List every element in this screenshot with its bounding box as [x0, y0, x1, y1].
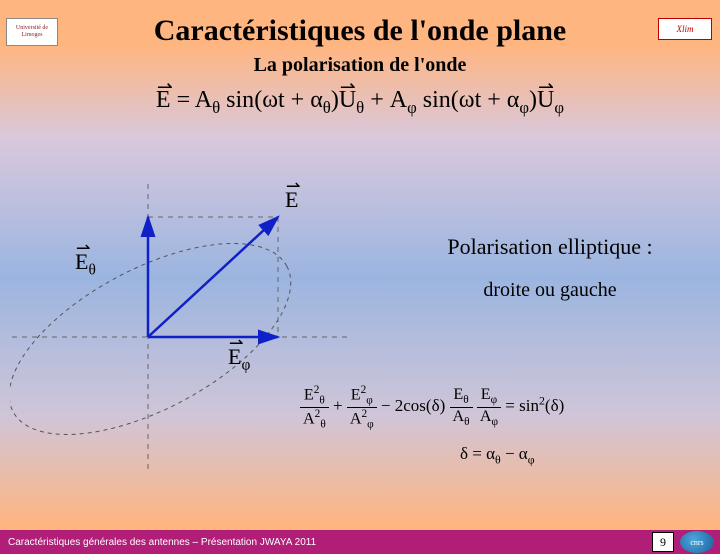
- arg-2: ωt + α: [459, 87, 520, 113]
- sub-theta-2: θ: [323, 98, 331, 117]
- logo-cnrs: cnrs: [680, 531, 714, 553]
- vector-E: E: [156, 87, 171, 114]
- ellipse-equation: E2θA2θ + E2φA2φ − 2cos(δ) EθAθ EφAφ = si…: [300, 384, 564, 430]
- f1n-E: E: [304, 386, 314, 403]
- page-number: 9: [652, 532, 674, 552]
- label-Etheta: Eθ: [75, 249, 96, 279]
- polarization-direction: droite ou gauche: [400, 279, 700, 302]
- slide-title: Caractéristiques de l'onde plane: [0, 14, 720, 48]
- frac-1: E2θA2θ: [300, 384, 329, 430]
- vector-E-arrow: [148, 217, 278, 337]
- diagram-svg: [10, 179, 370, 479]
- f4d-A: A: [480, 408, 492, 425]
- logo-xlim: Xlim: [658, 18, 712, 40]
- sub-phi-2: φ: [519, 98, 529, 117]
- label-Etheta-E: E: [75, 249, 88, 275]
- f2n-ph: φ: [366, 395, 373, 407]
- sin-2: sin: [417, 87, 451, 113]
- label-Ephi-sub: φ: [241, 356, 250, 373]
- footer-bar: Caractéristiques générales des antennes …: [0, 530, 720, 554]
- eq-prefix: = A: [171, 87, 213, 113]
- sub-theta-3: θ: [356, 98, 364, 117]
- f2d-A: A: [350, 410, 362, 427]
- f3d-th: θ: [464, 416, 469, 428]
- f1d-th: θ: [320, 418, 325, 430]
- f3n-E: E: [453, 386, 463, 403]
- label-Ephi-E: E: [228, 344, 241, 370]
- frac-4: EφAφ: [477, 386, 501, 427]
- label-Ephi: Eφ: [228, 344, 250, 374]
- eq-rhs-sin: = sin: [505, 396, 539, 415]
- polarization-type-heading: Polarisation elliptique :: [400, 234, 700, 260]
- label-E: E: [285, 187, 298, 213]
- f4d-ph: φ: [492, 416, 499, 428]
- f2d-ph: φ: [367, 418, 374, 430]
- plus-term: + A: [364, 87, 407, 113]
- polarization-diagram: Eθ E Eφ: [10, 179, 370, 479]
- footer-text: Caractéristiques générales des antennes …: [8, 537, 316, 548]
- label-E-sym: E: [285, 187, 298, 213]
- minus-2cos: − 2cos(δ): [381, 396, 450, 415]
- delta-lhs: δ = α: [460, 444, 495, 463]
- vector-Utheta: U: [339, 87, 356, 114]
- frac-3: EθAθ: [450, 386, 473, 427]
- f3n-th: θ: [463, 395, 468, 407]
- sub-phi-3: φ: [554, 98, 564, 117]
- delta-equation: δ = αθ − αφ: [460, 444, 535, 467]
- polarization-ellipse: [10, 204, 320, 473]
- sin-1: sin: [220, 87, 254, 113]
- eq-rhs-delta: (δ): [545, 396, 564, 415]
- frac-2: E2φA2φ: [347, 384, 377, 430]
- logo-univ-limoges: Université de Limoges: [6, 18, 58, 46]
- f1d-A: A: [303, 410, 315, 427]
- main-equation: E = Aθ sin(ωt + αθ)Uθ + Aφ sin(ωt + αφ)U…: [0, 87, 720, 118]
- delta-ph: φ: [528, 452, 535, 466]
- delta-minus: − α: [501, 444, 528, 463]
- f1n-th: θ: [319, 395, 324, 407]
- sub-phi-1: φ: [407, 98, 417, 117]
- arg-1: ωt + α: [262, 87, 323, 113]
- f4n-ph: φ: [491, 395, 498, 407]
- vector-Uphi: U: [537, 87, 554, 114]
- label-Etheta-sub: θ: [88, 261, 95, 278]
- f2n-E: E: [351, 386, 361, 403]
- f4n-E: E: [481, 386, 491, 403]
- slide-subtitle: La polarisation de l'onde: [0, 54, 720, 77]
- sub-theta-1: θ: [212, 98, 220, 117]
- f3d-A: A: [453, 408, 465, 425]
